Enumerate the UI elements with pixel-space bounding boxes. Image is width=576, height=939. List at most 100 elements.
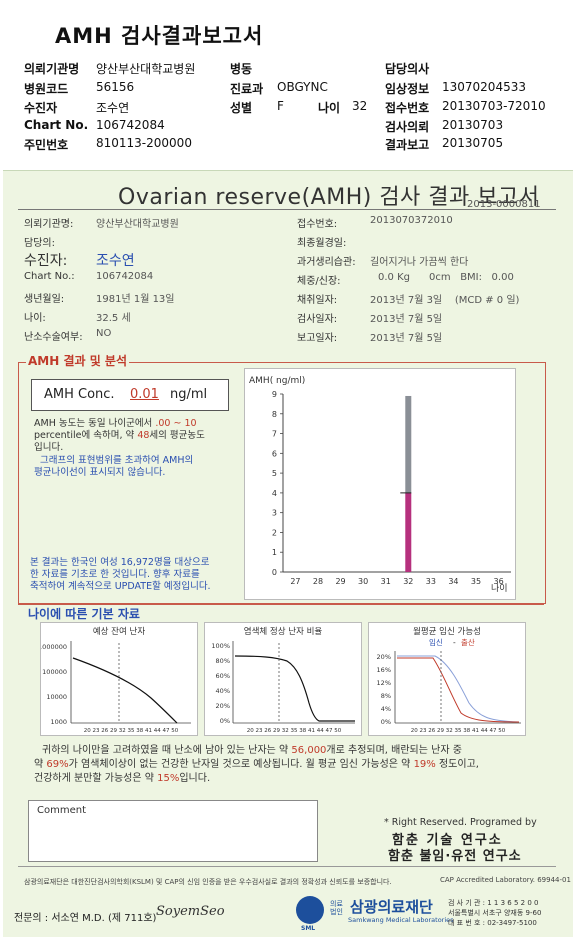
amh-chart-x-tick-label: 34 [448,577,458,586]
pregnancy-legend-1: 임신 [429,638,443,647]
header-label-department: 진료과 [230,82,264,96]
amh-chart-y-tick-label: 3 [272,509,277,518]
field-value-test-date: 2013년 7월 5일 [370,314,443,325]
header-value-sex: F [277,99,284,113]
amh-desc-3: 세의 평균농도 [149,430,205,441]
amh-note-1: 그래프의 표현범위를 초과하여 AMH의 [40,455,194,466]
amh-result-box [18,362,546,604]
amh-chart-x-tick-label: 36 [493,577,503,586]
field-value-collection-date: 2013년 7월 3일 (MCD # 0 일) [370,295,520,306]
org-fertility-institute: 함춘 불임·유전 연구소 [388,849,522,864]
amh-desc-2: percentile에 속하며, 약 [34,430,135,441]
field-label-institution: 의뢰기관명: [24,219,74,230]
summary-normal-rate: 69% [46,759,69,770]
amh-chart-y-tick-label: 0 [272,568,277,577]
amh-chart-y-ticks: 0 1 2 3 4 5 6 7 8 9 [272,390,283,577]
header-label-request-date: 검사의뢰 [385,120,430,134]
header-label-report-date: 결과보고 [385,138,430,152]
summary-birth-rate: 15% [157,773,180,784]
pregnancy-ytick: 4% [381,705,391,713]
foundation-logo-text: SML [301,925,316,932]
header-label-hospital-code: 병원코드 [24,82,69,96]
field-label-receipt-no: 접수번호: [297,219,338,230]
normal-chromosome-ytick: 0% [220,717,230,725]
amh-chart-y-tick-label: 6 [272,449,277,458]
summary-3c: 입니다. [179,773,211,784]
amh-desc-4: 입니다. [34,442,64,453]
foundation-phone: 대 표 번 호 : 02-3497-5100 [448,919,537,927]
amh-desc-range: .00 ~ 10 [155,418,197,429]
header-value-receipt-no: 20130703-72010 [442,99,546,113]
summary-2a: 약 [34,759,44,770]
amh-chart-x-tick-label: 27 [290,577,300,586]
amh-conc-box: AMH Conc. 0.01 ng/ml [31,379,229,411]
pregnancy-chance-title: 월평균 임신 가능성 [413,626,481,637]
header-label-receipt-no: 접수번호 [385,101,430,115]
header-value-department: OBGYNC [277,80,328,94]
remaining-eggs-xticks: 20 23 26 29 32 35 38 41 44 47 50 [84,728,179,734]
summary-pregnancy-rate: 19% [413,759,436,770]
amh-range-bar [405,395,412,493]
header-label-chart-no: Chart No. [24,118,89,132]
remaining-eggs-chart: 예상 잔여 난자 1000000 100000 10000 1000 20 23… [38,622,198,736]
header-label-ward: 병동 [230,62,253,76]
normal-chromosome-ytick: 20% [216,702,230,710]
normal-chromosome-ytick: 80% [216,657,230,665]
age-summary: 귀하의 나이만을 고려하였을 때 난소에 남아 있는 난자는 약 56,000개… [34,744,556,786]
amh-note-2: 평균나이선이 표시되지 않습니다. [34,467,166,478]
foundation-prefix: 의료법인 [330,900,343,916]
amh-chart-y-tick-label: 4 [272,489,277,498]
report-title: Ovarian reserve(AMH) 검사 결과 보고서 [118,185,540,210]
normal-chromosome-ytick: 40% [216,687,230,695]
amh-conc-value: 0.01 [130,387,159,402]
normal-chromosome-svg: 염색체 정상 난자 비율 100% 80% 60% 40% 20% 0% 20 … [211,626,355,734]
field-label-test-date: 검사일자: [297,314,338,325]
foundation-name-en: Samkwang Medical Laboratories [348,916,454,924]
field-value-period-history: 길어지거나 가끔씩 한다 [370,257,469,268]
foundation-address: 서울특별시 서초구 양재동 9-60 [448,909,542,917]
amh-chart-y-tick-label: 9 [272,390,277,399]
amh-description: AMH 농도는 동일 나이군에서 .00 ~ 10 percentile에 속하… [34,418,240,479]
header-label-institution: 의뢰기관명 [24,62,80,76]
amh-desc-age: 48 [137,430,150,441]
remaining-eggs-title: 예상 잔여 난자 [93,626,146,637]
foundation-name: 삼광의료재단 [350,898,433,916]
field-label-chart-no: Chart No.: [24,271,75,282]
header-value-resident-no: 810113-200000 [96,136,192,150]
normal-chromosome-ytick: 60% [216,672,230,680]
remaining-eggs-svg: 예상 잔여 난자 1000000 100000 10000 1000 20 23… [38,626,191,734]
pregnancy-ytick: 16% [377,666,391,674]
comment-box: Comment [28,800,318,862]
amh-chart-y-tick-label: 1 [272,548,277,557]
amh-chart-y-tick-label: 7 [272,430,277,439]
normal-chromosome-ytick: 100% [211,642,230,650]
age-section-divider [18,604,544,605]
amh-chart-ylabel: AMH( ng/ml) [249,376,305,386]
remaining-eggs-ytick: 1000000 [41,643,67,651]
field-label-age: 나이: [24,313,46,324]
header-value-clinical-info: 13070204533 [442,80,526,94]
field-value-birthdate: 1981년 1월 13일 [96,294,175,305]
footer-divider [18,866,556,867]
field-value-ovary-surgery: NO [96,328,112,339]
pregnancy-chance-chart: 월평균 임신 가능성 임신 - 출산 20% 16% 12% 8% 4% 0% … [368,622,526,736]
report-number: 2013-0000811 [467,199,541,210]
org-tech-institute: 함춘 기술 연구소 [392,833,503,848]
remaining-eggs-curve [72,657,178,724]
header-value-report-date: 20130705 [442,136,504,150]
summary-3a: 건강하게 분만할 가능성은 약 [34,773,154,784]
amh-chart-x-tick-label: 35 [471,577,481,586]
field-label-doctor: 담당의: [24,238,55,249]
cap-accreditation: CAP Accredited Laboratory. 69944-01 [440,876,571,884]
remaining-eggs-ytick: 1000 [50,718,67,726]
field-label-birthdate: 생년월일: [24,294,65,305]
summary-eggs: 56,000 [291,745,327,756]
report-header-title: AMH 검사결과보고서 [55,24,264,48]
pregnancy-ytick: 12% [377,679,391,687]
amh-chart-y-tick-label: 5 [272,469,277,478]
amh-chart-x-tick-label: 33 [426,577,436,586]
foundation-lab-no: 검 사 기 관 : 1 1 3 6 5 2 0 0 [448,899,539,907]
pregnancy-legend-2: 출산 [461,637,475,647]
doctor-signature: SoyemSeo [156,904,225,919]
